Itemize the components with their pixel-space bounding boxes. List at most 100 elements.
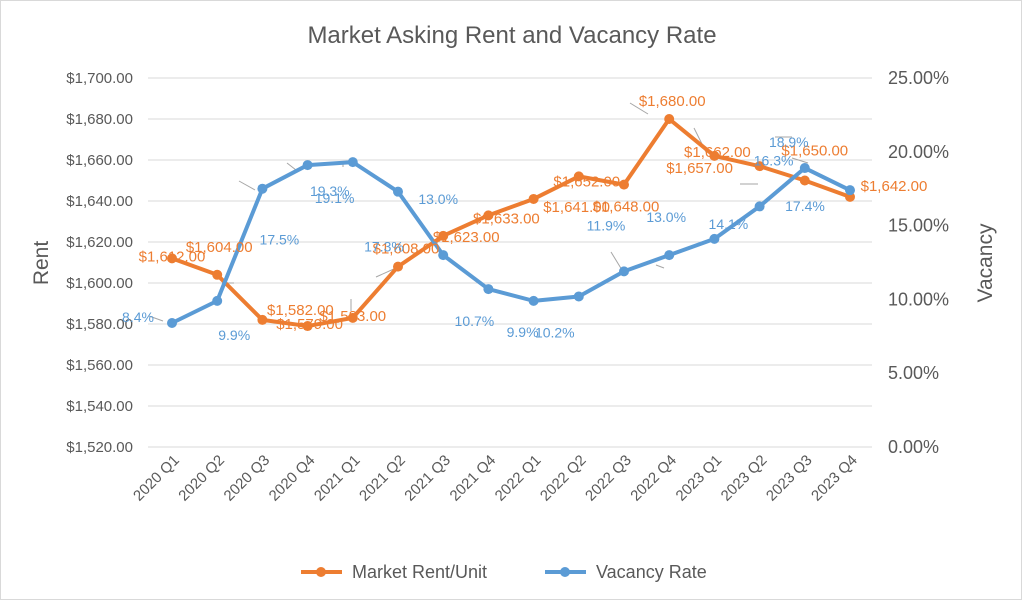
legend-rent-label: Market Rent/Unit: [352, 562, 487, 582]
x-tick-label: 2022 Q2: [537, 452, 590, 505]
vacancy-label-leader: [610, 251, 623, 271]
x-tick-label: 2022 Q4: [627, 452, 680, 505]
x-tick-label: 2023 Q2: [718, 452, 771, 505]
rent-data-label: $1,579.00: [276, 316, 343, 333]
vacancy-data-label: 11.9%: [587, 217, 626, 233]
rent-data-label: $1,623.00: [433, 229, 500, 246]
x-tick-label: 2023 Q4: [808, 452, 861, 505]
vacancy-data-label: 9.9%: [507, 324, 539, 340]
y2-tick-label: 25.00%: [888, 68, 949, 88]
legend-vacancy-marker: [560, 567, 570, 577]
vacancy-point: [573, 291, 584, 302]
y-tick-label: $1,540.00: [66, 398, 133, 415]
y2-tick-label: 0.00%: [888, 437, 939, 457]
legend-vacancy-label: Vacancy Rate: [596, 562, 707, 582]
legend-rent-marker: [316, 567, 326, 577]
vacancy-data-label: 16.3%: [754, 152, 794, 168]
y2-axis-ticks: 0.00% 5.00% 10.00% 15.00% 20.00% 25.00%: [888, 68, 949, 457]
rent-point: [393, 261, 403, 272]
rent-data-label: $1,583.00: [319, 308, 386, 325]
vacancy-data-label: 14.1%: [709, 216, 749, 232]
vacancy-data-label: 17.3%: [364, 239, 404, 255]
series-group: [167, 114, 855, 332]
y-tick-label: $1,660.00: [66, 152, 133, 169]
vacancy-label-leader: [655, 264, 665, 269]
rent-data-label: $1,612.00: [139, 248, 206, 265]
y-tick-label: $1,620.00: [66, 234, 133, 251]
vacancy-data-label: 17.4%: [785, 198, 825, 214]
rent-data-label: $1,648.00: [593, 199, 660, 216]
rent-data-label: $1,662.00: [684, 144, 751, 161]
vacancy-point: [664, 250, 675, 261]
rent-label-leader: [629, 102, 649, 115]
y-tick-label: $1,560.00: [66, 357, 133, 374]
vacancy-point: [799, 163, 810, 174]
vacancy-data-label: 10.7%: [455, 313, 495, 329]
y-tick-label: $1,640.00: [66, 193, 133, 210]
y2-axis-title: Vacancy: [974, 223, 997, 302]
x-tick-label: 2023 Q1: [673, 452, 726, 505]
vacancy-data-label: 18.9%: [769, 134, 809, 150]
vacancy-label-leader: [791, 157, 809, 164]
vacancy-data-label: 13.0%: [418, 191, 458, 207]
y2-tick-label: 20.00%: [888, 142, 949, 162]
rent-data-label: $1,657.00: [666, 160, 733, 177]
x-tick-label: 2020 Q3: [221, 452, 274, 505]
vacancy-point: [845, 185, 855, 196]
vacancy-point: [393, 186, 403, 197]
rent-data-label: $1,604.00: [186, 239, 253, 256]
legend: Market Rent/Unit Vacancy Rate: [301, 562, 707, 582]
rent-point: [438, 230, 449, 241]
rent-data-label: $1,633.00: [473, 210, 540, 227]
rent-point: [483, 210, 494, 221]
rent-data-label: $1,650.00: [781, 143, 848, 160]
vacancy-label-leader: [286, 162, 297, 171]
rent-data-label: $1,641.00: [543, 199, 610, 216]
x-tick-label: 2022 Q1: [492, 452, 545, 505]
gridlines: [148, 77, 872, 448]
vacancy-point: [619, 266, 629, 277]
rent-point: [302, 321, 313, 332]
vacancy-point: [709, 233, 720, 244]
vacancy-data-label: 17.5%: [260, 232, 300, 248]
vacancy-point: [438, 250, 449, 261]
rent-point: [709, 150, 720, 161]
y-tick-label: $1,580.00: [66, 316, 133, 333]
vacancy-label-leader: [148, 315, 164, 322]
rent-data-label: $1,652.00: [553, 173, 620, 190]
rent-point: [167, 253, 177, 264]
y-tick-label: $1,600.00: [66, 275, 133, 292]
vacancy-point: [167, 318, 177, 329]
y-axis-ticks: $1,520.00 $1,540.00 $1,560.00 $1,580.00 $1,6…: [66, 70, 133, 456]
y2-tick-label: 10.00%: [888, 289, 949, 309]
vacancy-data-label: 19.3%: [310, 183, 350, 199]
vacancy-point: [302, 160, 313, 171]
rent-point: [257, 314, 268, 325]
x-tick-label: 2021 Q3: [401, 452, 454, 505]
rent-point: [799, 175, 810, 186]
rent-point: [664, 114, 675, 124]
y-tick-label: $1,680.00: [66, 111, 133, 128]
rent-point: [528, 193, 539, 204]
y-axis-title: Rent: [30, 241, 53, 286]
chart-title: Market Asking Rent and Vacancy Rate: [307, 22, 716, 49]
y-tick-label: $1,520.00: [66, 439, 133, 456]
vacancy-data-label: 9.9%: [218, 327, 250, 343]
rent-data-label: $1,642.00: [861, 178, 928, 195]
x-tick-label: 2021 Q1: [311, 452, 364, 505]
vacancy-point: [483, 284, 494, 295]
x-tick-label: 2020 Q2: [175, 452, 228, 505]
vacancy-data-label: 8.4%: [122, 309, 154, 325]
vacancy-point: [257, 183, 268, 194]
y-tick-label: $1,700.00: [66, 70, 133, 87]
y2-tick-label: 5.00%: [888, 363, 939, 383]
rent-data-label: $1,582.00: [267, 302, 334, 319]
x-tick-label: 2020 Q4: [266, 452, 319, 505]
rent-point: [573, 171, 584, 182]
vacancy-point: [347, 157, 358, 168]
vacancy-point: [754, 201, 765, 212]
x-tick-label: 2022 Q3: [582, 452, 635, 505]
